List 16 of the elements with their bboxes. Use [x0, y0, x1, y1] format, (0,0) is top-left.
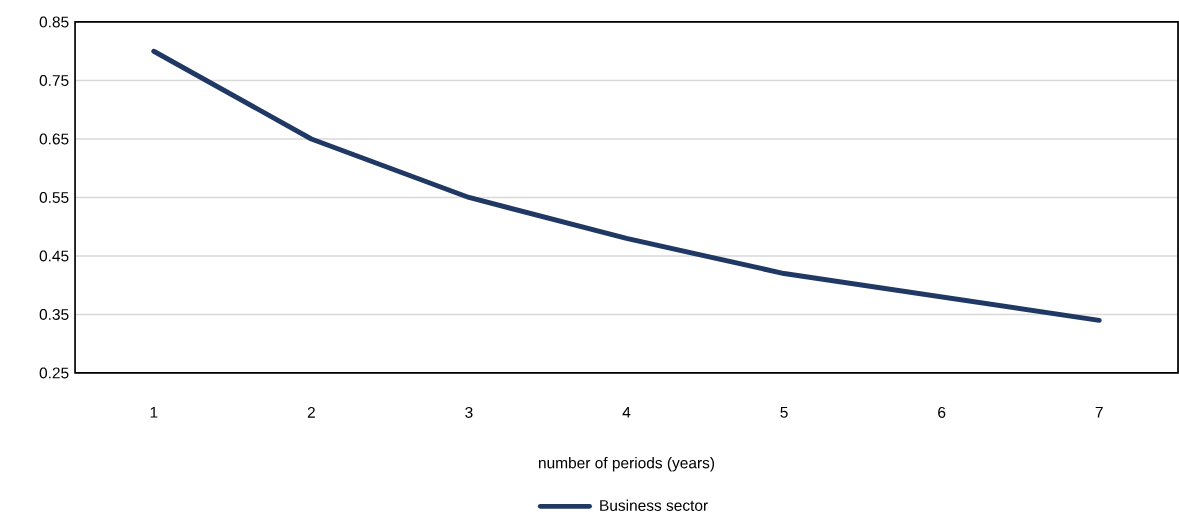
y-tick-label: 0.25 [39, 367, 69, 379]
x-tick-label: 3 [465, 406, 473, 418]
x-tick-label: 6 [938, 406, 946, 418]
legend-label: Business sector [600, 499, 708, 511]
x-tick-label: 4 [622, 406, 631, 418]
y-tick-label: 0.65 [39, 133, 69, 145]
x-tick-label: 5 [780, 406, 788, 418]
x-tick-label: 7 [1095, 406, 1103, 418]
x-tick-label: 1 [150, 406, 158, 418]
y-tick-label: 0.35 [39, 309, 69, 320]
y-tick-label: 0.45 [39, 250, 69, 262]
x-tick-label: 2 [307, 406, 315, 418]
x-axis-title: number of periods (years) [539, 456, 715, 472]
y-tick-label: 0.55 [39, 192, 69, 203]
y-tick-label: 0.85 [39, 16, 69, 28]
y-tick-label: 0.75 [39, 75, 69, 86]
